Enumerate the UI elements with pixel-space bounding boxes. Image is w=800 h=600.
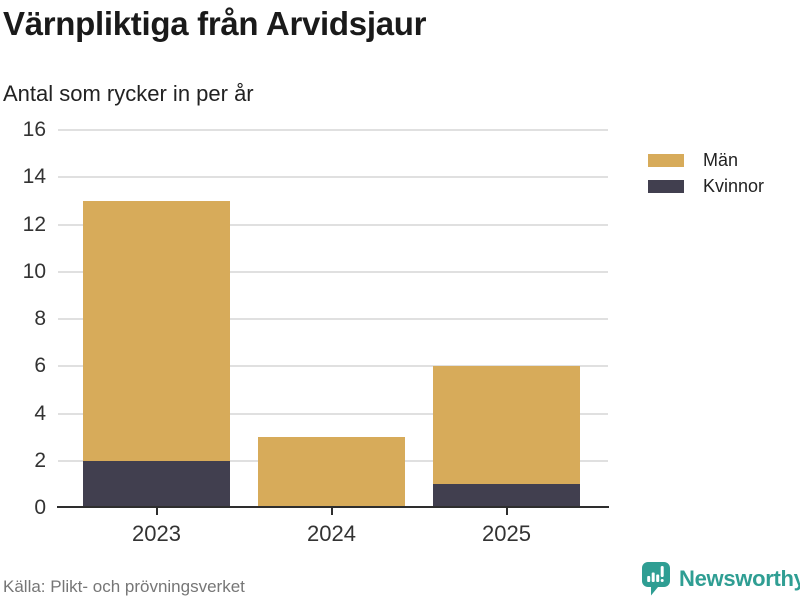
legend-label: Kvinnor: [703, 175, 765, 196]
y-axis-label-14: 14: [22, 165, 46, 189]
legend-label: Män: [703, 149, 739, 170]
y-axis-label-16: 16: [22, 118, 46, 141]
x-axis-label-2024: 2024: [307, 521, 356, 546]
y-axis-label-0: 0: [34, 496, 46, 519]
x-axis-label-2023: 2023: [132, 521, 181, 546]
gridline-y-4: [58, 412, 608, 415]
gridline-y-6: [58, 365, 608, 368]
legend: Män Kvinnor: [648, 147, 764, 199]
legend-swatch: [648, 179, 684, 193]
y-axis-label-8: 8: [34, 307, 46, 330]
newsworthy-wordmark: Newsworthy: [679, 566, 800, 591]
bar-segment-2024-Män: [258, 437, 405, 508]
chart-subtitle: Antal som rycker in per år: [3, 81, 254, 106]
bar-segment-2025-Kvinnor: [433, 484, 580, 508]
y-axis-label-2: 2: [34, 448, 46, 472]
bar-segment-2023-Män: [83, 200, 230, 461]
gridline-y-12: [58, 223, 608, 226]
newsworthy-logo: Newsworthy: [642, 562, 800, 597]
x-axis-line: [57, 506, 609, 508]
bar-segment-2025-Män: [433, 366, 580, 485]
x-axis-tick-2025: [505, 508, 508, 515]
gridline-y-8: [58, 318, 608, 320]
source-attribution: Källa: Plikt- och prövningsverket: [3, 577, 245, 596]
gridline-y-16: [58, 129, 608, 131]
y-axis-label-10: 10: [22, 259, 46, 283]
gridline-y-10: [58, 270, 608, 273]
x-axis-label-2025: 2025: [482, 521, 531, 546]
chart-title: Värnpliktiga från Arvidsjaur: [3, 5, 427, 42]
bar-segment-2023-Kvinnor: [83, 460, 230, 508]
y-axis-label-12: 12: [22, 212, 46, 236]
x-axis-tick-2024: [330, 508, 333, 515]
x-axis-tick-2023: [155, 508, 158, 515]
y-axis-label-6: 6: [34, 354, 46, 378]
gridline-y-14: [58, 176, 608, 179]
speech-bubble-barchart-icon: [642, 562, 670, 596]
legend-item-kvinnor: Kvinnor: [648, 173, 764, 199]
legend-swatch: [648, 153, 684, 167]
y-axis-label-4: 4: [34, 401, 46, 425]
legend-item-män: Män: [648, 147, 764, 173]
